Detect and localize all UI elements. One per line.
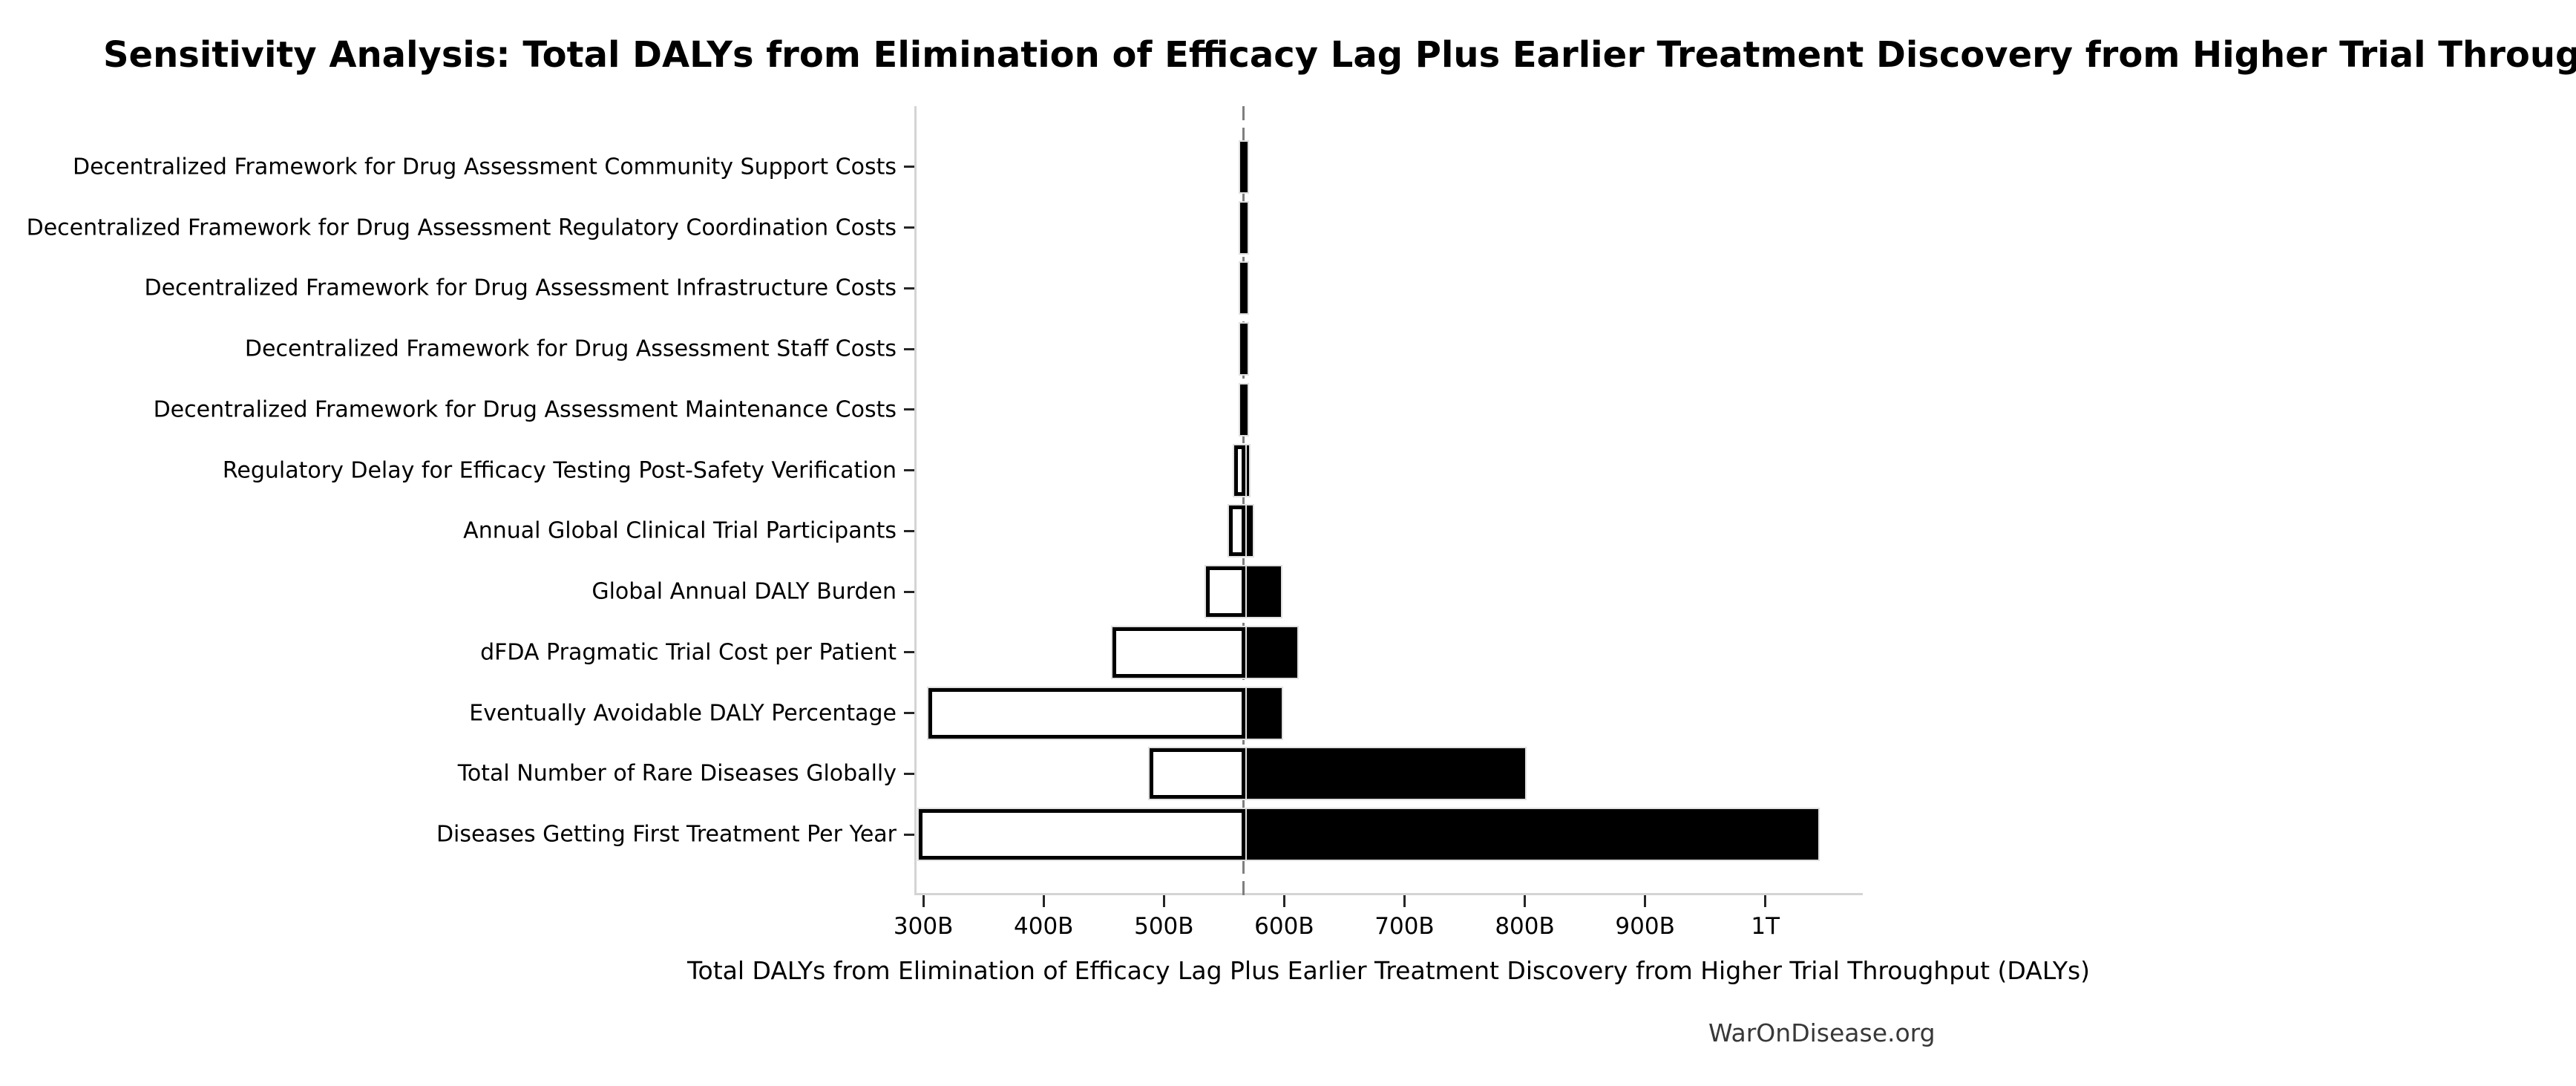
baseline-dashed-line (1242, 106, 1245, 895)
y-axis-label: Decentralized Framework for Drug Assessm… (26, 215, 897, 241)
y-axis-tick-mark (904, 590, 914, 593)
x-axis-tick-label: 300B (893, 913, 954, 940)
plot-area (914, 106, 1863, 895)
x-axis-tick-label: 700B (1374, 913, 1435, 940)
y-axis-label: dFDA Pragmatic Trial Cost per Patient (480, 639, 897, 666)
y-axis-tick-mark (904, 226, 914, 229)
bar-low-segment (1240, 263, 1248, 314)
x-axis-tick-label: 600B (1254, 913, 1314, 940)
bar-high-segment (1243, 445, 1250, 496)
bar-low-segment (1240, 141, 1248, 192)
y-axis-label: Decentralized Framework for Drug Assessm… (144, 275, 897, 301)
x-axis-tick-mark (922, 895, 925, 907)
bar-high-segment (1243, 687, 1282, 739)
bar-low-segment (1206, 566, 1246, 618)
bar-low-segment (1240, 202, 1248, 253)
y-axis-tick-mark (904, 712, 914, 715)
bar-low-segment (928, 687, 1246, 739)
y-axis-label: Decentralized Framework for Drug Assessm… (153, 396, 897, 423)
bar-low-segment (1240, 324, 1248, 375)
x-axis-tick-mark (1644, 895, 1647, 907)
chart-title: Sensitivity Analysis: Total DALYs from E… (102, 34, 2576, 76)
x-axis-tick-mark (1524, 895, 1527, 907)
x-axis-tick-mark (1282, 895, 1285, 907)
y-axis-label: Diseases Getting First Treatment Per Yea… (436, 821, 897, 848)
y-axis-tick-mark (904, 651, 914, 654)
y-axis-tick-mark (904, 347, 914, 350)
x-axis-tick-mark (1162, 895, 1165, 907)
bar-low-segment (1112, 627, 1246, 678)
x-axis-tick-mark (1042, 895, 1045, 907)
bar-low-segment (1150, 748, 1246, 799)
x-axis-tick-label: 400B (1014, 913, 1074, 940)
x-axis-tick-label: 800B (1495, 913, 1555, 940)
bar-high-segment (1243, 748, 1525, 799)
bar-high-segment (1243, 809, 1819, 860)
y-axis-tick-mark (904, 469, 914, 472)
watermark-text: WarOnDisease.org (1708, 1018, 1936, 1047)
x-axis-label: Total DALYs from Elimination of Efficacy… (686, 956, 2091, 985)
x-axis-tick-label: 900B (1615, 913, 1675, 940)
bar-low-segment (1229, 506, 1246, 557)
y-axis-tick-mark (904, 772, 914, 775)
y-axis-label: Decentralized Framework for Drug Assessm… (73, 154, 897, 180)
bar-low-segment (1233, 445, 1246, 496)
y-axis-label: Eventually Avoidable DALY Percentage (469, 700, 897, 727)
y-axis-label: Regulatory Delay for Efficacy Testing Po… (222, 457, 897, 484)
y-axis-label: Global Annual DALY Burden (591, 578, 897, 605)
y-axis-label: Total Number of Rare Diseases Globally (457, 760, 897, 787)
x-axis-tick-label: 1T (1751, 913, 1780, 940)
x-axis-tick-mark (1764, 895, 1767, 907)
bar-high-segment (1243, 566, 1281, 618)
y-axis-tick-mark (904, 287, 914, 290)
x-axis-tick-mark (1403, 895, 1406, 907)
bar-low-segment (1240, 384, 1248, 435)
y-axis-tick-mark (904, 529, 914, 532)
bar-high-segment (1243, 506, 1253, 557)
y-axis-label: Annual Global Clinical Trial Participant… (463, 517, 897, 544)
x-axis-tick-label: 500B (1134, 913, 1194, 940)
bar-high-segment (1243, 627, 1298, 678)
bar-low-segment (918, 809, 1246, 860)
y-axis-label: Decentralized Framework for Drug Assessm… (244, 336, 897, 362)
y-axis-tick-mark (904, 833, 914, 836)
y-axis-tick-mark (904, 166, 914, 169)
y-axis-tick-mark (904, 408, 914, 411)
